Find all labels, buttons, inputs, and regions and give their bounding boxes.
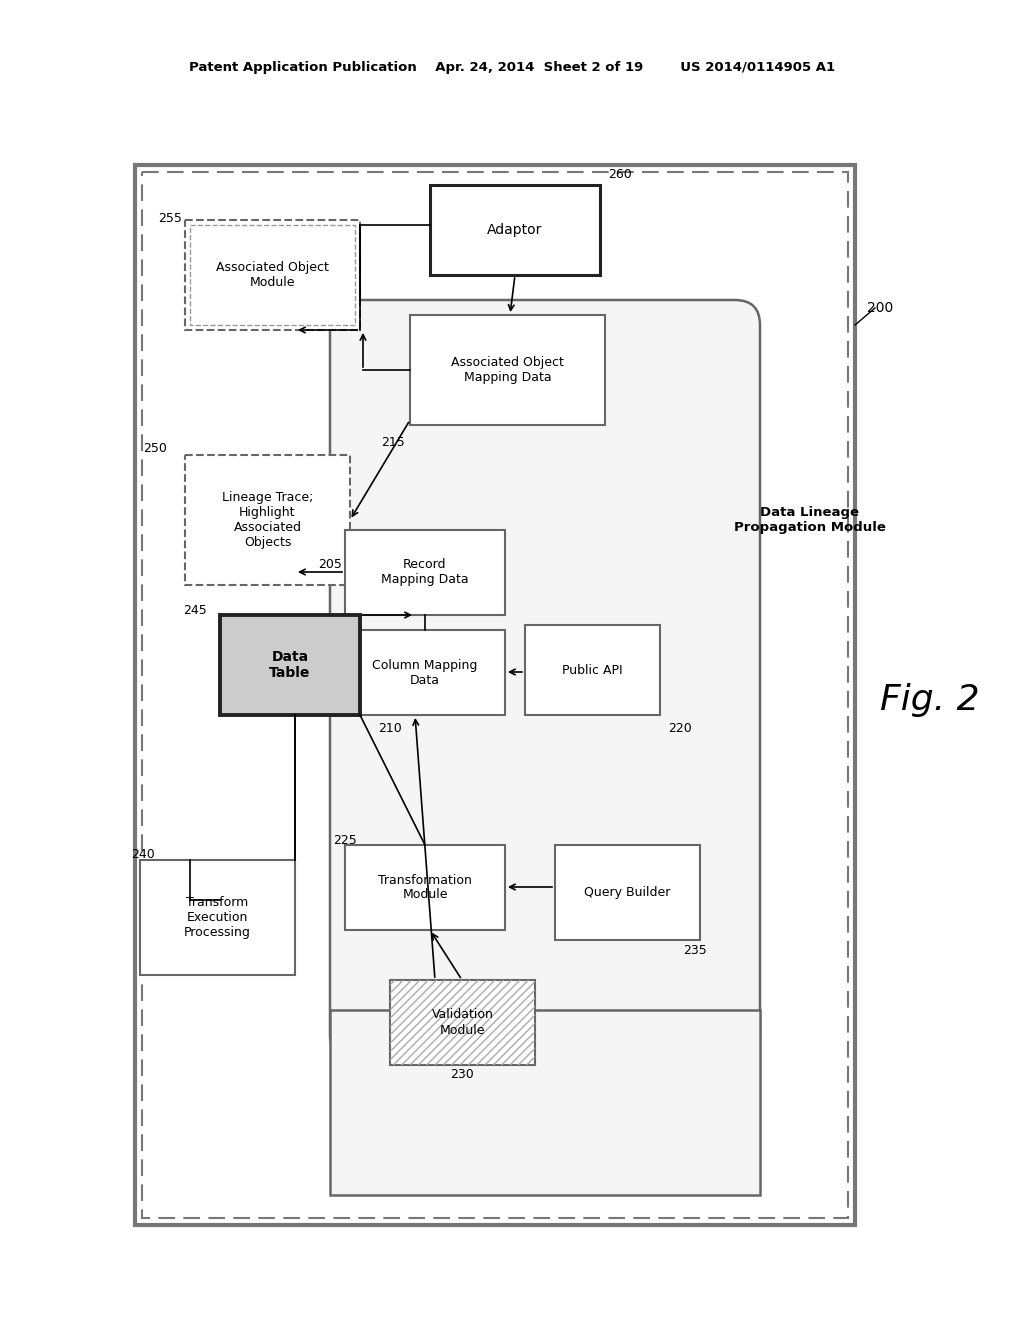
- Bar: [185, 220, 360, 330]
- Text: 215: 215: [381, 436, 404, 449]
- Text: 245: 245: [183, 603, 207, 616]
- Text: Validation
Module: Validation Module: [431, 1008, 494, 1036]
- Text: Patent Application Publication    Apr. 24, 2014  Sheet 2 of 19        US 2014/01: Patent Application Publication Apr. 24, …: [189, 62, 835, 74]
- Text: 260: 260: [608, 169, 632, 181]
- Bar: [345, 531, 505, 615]
- Text: 240: 240: [131, 849, 155, 862]
- Text: Column Mapping
Data: Column Mapping Data: [373, 659, 477, 686]
- Text: 200: 200: [867, 301, 893, 315]
- Text: Data
Table: Data Table: [269, 649, 310, 680]
- Bar: [135, 165, 855, 1225]
- FancyBboxPatch shape: [330, 300, 760, 1060]
- Text: Associated Object
Mapping Data: Associated Object Mapping Data: [451, 356, 564, 384]
- Text: 225: 225: [333, 833, 357, 846]
- Bar: [140, 861, 295, 975]
- Text: Transformation
Module: Transformation Module: [378, 874, 472, 902]
- Bar: [410, 315, 605, 425]
- Bar: [330, 1010, 760, 1195]
- Text: 205: 205: [318, 558, 342, 572]
- Text: Fig. 2: Fig. 2: [881, 682, 980, 717]
- Text: 210: 210: [378, 722, 401, 734]
- Bar: [430, 185, 600, 275]
- Text: 230: 230: [451, 1068, 474, 1081]
- Text: Data Lineage
Propagation Module: Data Lineage Propagation Module: [734, 506, 886, 535]
- Text: Adaptor: Adaptor: [487, 223, 543, 238]
- Text: Associated Object
Module: Associated Object Module: [216, 261, 329, 289]
- Text: Record
Mapping Data: Record Mapping Data: [381, 558, 469, 586]
- Text: Public API: Public API: [562, 664, 623, 676]
- Bar: [142, 172, 848, 1218]
- Text: 250: 250: [143, 441, 167, 454]
- Text: Query Builder: Query Builder: [585, 886, 671, 899]
- Bar: [345, 630, 505, 715]
- Text: 255: 255: [158, 211, 182, 224]
- Bar: [555, 845, 700, 940]
- Bar: [390, 979, 535, 1065]
- Bar: [345, 845, 505, 931]
- Bar: [525, 624, 660, 715]
- Text: 235: 235: [683, 944, 707, 957]
- Bar: [185, 455, 350, 585]
- Bar: [190, 224, 355, 325]
- Bar: [390, 979, 535, 1065]
- Text: Transform
Execution
Processing: Transform Execution Processing: [184, 896, 251, 939]
- Text: 220: 220: [668, 722, 692, 734]
- Text: Lineage Trace;
Highlight
Associated
Objects: Lineage Trace; Highlight Associated Obje…: [222, 491, 313, 549]
- Bar: [220, 615, 360, 715]
